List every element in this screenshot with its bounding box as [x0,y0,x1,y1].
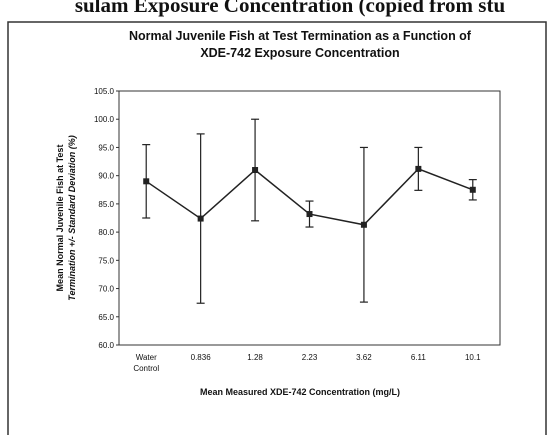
x-tick-label: 2.23 [302,353,318,362]
marker [143,178,150,185]
y-tick-label: 95.0 [98,143,114,152]
marker [415,165,422,172]
y-tick-label: 75.0 [98,256,114,265]
y-tick-label: 60.0 [98,341,114,350]
marker [469,186,476,193]
x-tick-label: 3.62 [356,353,372,362]
chart-title: XDE-742 Exposure Concentration [200,46,399,60]
y-tick-label: 100.0 [94,115,115,124]
header: sulam Exposure Concentration (copied fro… [75,0,506,17]
y-tick-label: 85.0 [98,200,114,209]
y-tick-label: 70.0 [98,285,114,294]
marker [360,221,367,228]
x-tick-label: 10.1 [465,353,481,362]
marker [306,211,313,218]
y-tick-label: 105.0 [94,87,115,96]
x-tick-label: 6.11 [411,353,427,362]
marker [197,215,204,222]
y-axis-label: Mean Normal Juvenile Fish at Test [55,145,65,292]
y-axis-label: Termination +/- Standard Deviation (%) [67,135,77,300]
y-tick-label: 65.0 [98,313,114,322]
chart-title: Normal Juvenile Fish at Test Termination… [129,29,472,43]
x-axis-label: Mean Measured XDE-742 Concentration (mg/… [200,387,400,397]
y-tick-label: 90.0 [98,172,114,181]
y-tick-label: 80.0 [98,228,114,237]
plot-area [118,90,501,346]
x-tick-label: 0.836 [191,353,212,362]
chart-frame [7,21,547,435]
x-tick-label: Water Control [133,353,159,373]
x-tick-label: 1.28 [247,353,263,362]
marker [252,167,259,174]
